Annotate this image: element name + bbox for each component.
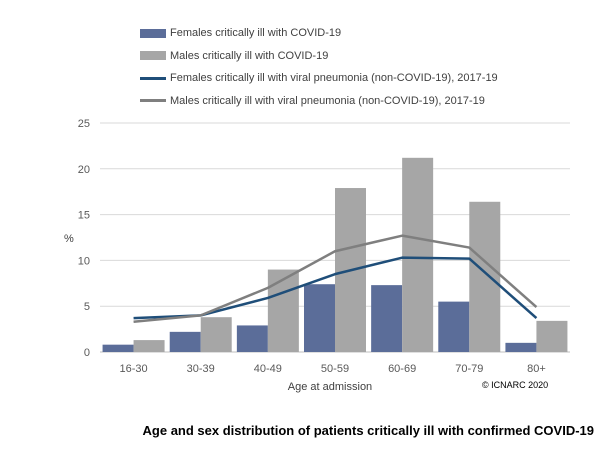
x-tick-label-16-30: 16-30 xyxy=(120,363,148,375)
line-males-pneumonia xyxy=(133,234,538,324)
bar-females-covid-16-30 xyxy=(102,344,134,352)
legend: Females critically ill with COVID-19 Mal… xyxy=(140,22,498,112)
bar-males-covid-30-39 xyxy=(200,317,232,352)
x-tick-label-40-49: 40-49 xyxy=(254,363,282,375)
legend-swatch-males-pneumonia xyxy=(140,99,166,103)
legend-item-males-covid: Males critically ill with COVID-19 xyxy=(140,45,498,68)
legend-item-females-pneumonia: Females critically ill with viral pneumo… xyxy=(140,67,498,90)
chart-title: Age and sex distribution of patients cri… xyxy=(142,423,594,438)
x-tick-label-80+: 80+ xyxy=(527,363,546,375)
y-tick-label-20: 20 xyxy=(78,164,90,176)
bar-females-covid-70-79 xyxy=(438,301,470,352)
legend-label-males-pneumonia: Males critically ill with viral pneumoni… xyxy=(170,94,485,107)
legend-label-females-covid: Females critically ill with COVID-19 xyxy=(170,27,342,40)
bar-males-covid-60-69 xyxy=(402,157,434,352)
x-tick-label-70-79: 70-79 xyxy=(455,363,483,375)
x-tick-label-60-69: 60-69 xyxy=(388,363,416,375)
bar-males-covid-40-49 xyxy=(267,269,299,352)
legend-label-males-covid: Males critically ill with COVID-19 xyxy=(170,49,329,62)
legend-swatch-males-covid xyxy=(140,51,166,61)
bar-females-covid-60-69 xyxy=(371,285,403,352)
y-tick-label-25: 25 xyxy=(78,118,90,130)
bar-males-covid-70-79 xyxy=(469,201,501,352)
y-tick-label-0: 0 xyxy=(84,347,90,359)
y-tick-label-10: 10 xyxy=(78,255,90,267)
bar-females-covid-30-39 xyxy=(169,331,201,352)
legend-swatch-females-pneumonia xyxy=(140,76,166,80)
legend-swatch-females-covid xyxy=(140,28,166,38)
legend-item-females-covid: Females critically ill with COVID-19 xyxy=(140,22,498,45)
bar-males-covid-16-30 xyxy=(133,340,165,352)
bar-females-covid-40-49 xyxy=(236,325,268,352)
legend-item-males-pneumonia: Males critically ill with viral pneumoni… xyxy=(140,90,498,113)
y-tick-label-15: 15 xyxy=(78,210,90,222)
bar-females-covid-50-59 xyxy=(304,284,335,352)
y-axis-label: % xyxy=(64,233,74,245)
x-tick-label-30-39: 30-39 xyxy=(187,363,215,375)
x-axis-label: Age at admission xyxy=(287,381,373,393)
bar-males-covid-80+ xyxy=(536,320,568,352)
x-tick-label-50-59: 50-59 xyxy=(321,363,349,375)
y-tick-label-5: 5 xyxy=(84,301,90,313)
copyright-annotation: © ICNARC 2020 xyxy=(482,380,549,390)
bar-females-covid-80+ xyxy=(505,342,537,352)
legend-label-females-pneumonia: Females critically ill with viral pneumo… xyxy=(170,72,498,85)
